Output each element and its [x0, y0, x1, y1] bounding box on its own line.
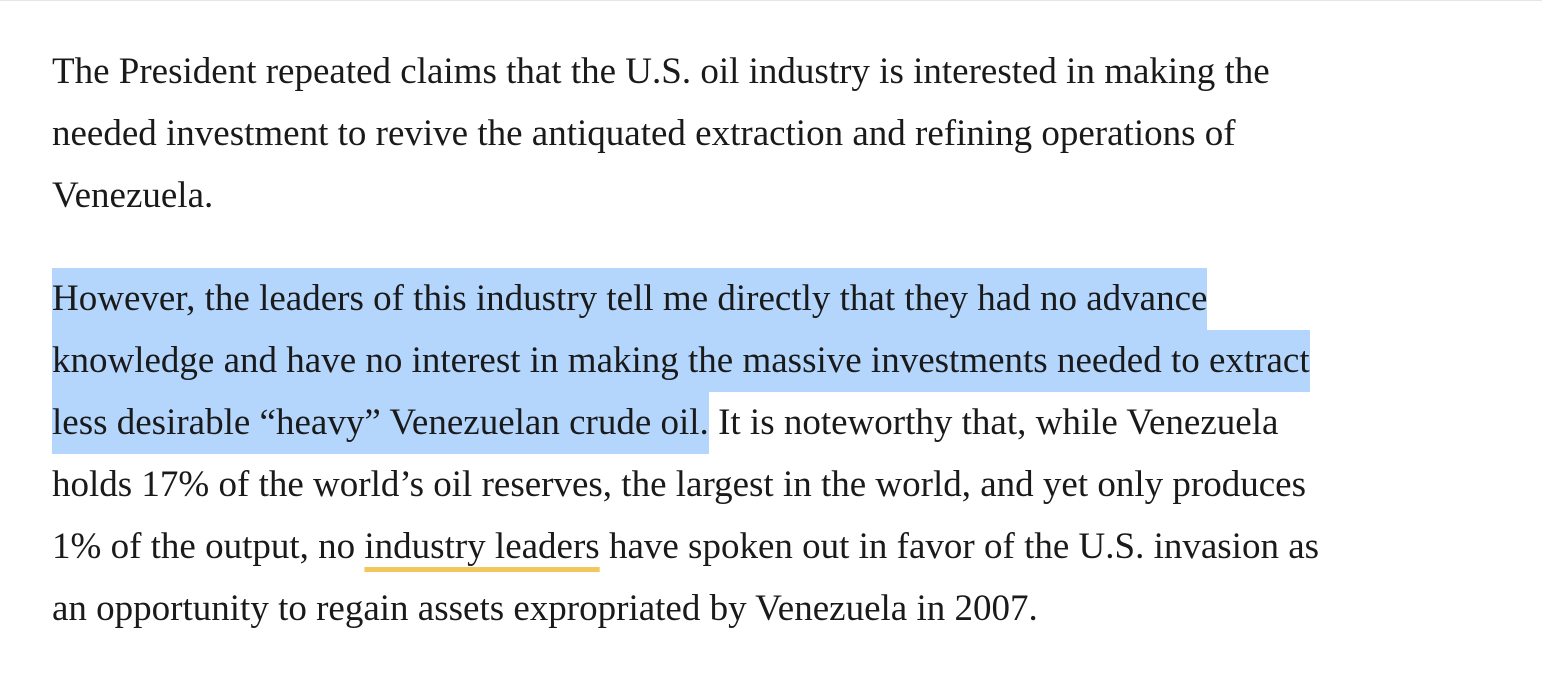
- selected-text: However, the leaders of this industry te…: [52, 268, 1208, 330]
- text: an opportunity to regain assets expropri…: [52, 588, 1038, 629]
- link[interactable]: industry leaders: [364, 526, 600, 567]
- text-line: an opportunity to regain assets expropri…: [52, 578, 1542, 640]
- text-line: needed investment to revive the antiquat…: [52, 103, 1542, 165]
- text: holds 17% of the world’s oil reserves, t…: [52, 464, 1306, 505]
- text: The President repeated claims that the U…: [52, 51, 1270, 92]
- text-line: Venezuela.: [52, 165, 1542, 227]
- selected-text: less desirable “heavy” Venezuelan crude …: [52, 392, 709, 454]
- text: It is noteworthy that, while Venezuela: [708, 402, 1279, 443]
- text: Venezuela.: [52, 175, 214, 216]
- text-line: less desirable “heavy” Venezuelan crude …: [52, 392, 1542, 454]
- text: have spoken out in favor of the U.S. inv…: [599, 526, 1320, 567]
- text-line: However, the leaders of this industry te…: [52, 268, 1542, 330]
- paragraph: The President repeated claims that the U…: [52, 41, 1542, 227]
- paragraph: However, the leaders of this industry te…: [52, 268, 1542, 640]
- text-line: The President repeated claims that the U…: [52, 41, 1542, 103]
- text-line: holds 17% of the world’s oil reserves, t…: [52, 454, 1542, 516]
- text-line: knowledge and have no interest in making…: [52, 330, 1542, 392]
- selected-text: knowledge and have no interest in making…: [52, 330, 1310, 392]
- text: needed investment to revive the antiquat…: [52, 113, 1236, 154]
- text-line: 1% of the output, no industry leaders ha…: [52, 516, 1542, 578]
- text: 1% of the output, no: [52, 526, 365, 567]
